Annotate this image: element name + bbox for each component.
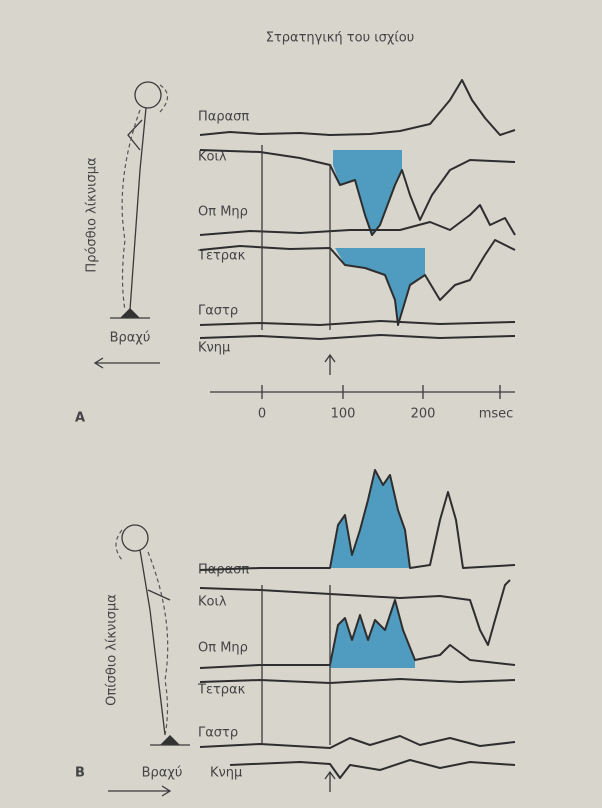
muscle-label: Γαστρ — [198, 304, 238, 319]
muscle-label: Κνημ — [198, 341, 230, 356]
figure: Στρατηγική του ισχίου Πρόσθιο λίκνισμα Β… — [0, 0, 602, 808]
direction: Βραχύ — [142, 766, 183, 781]
muscle-label: Οπ Μηρ — [198, 641, 248, 656]
muscle-label: Κοιλ — [198, 595, 227, 610]
muscle-label: Γαστρ — [198, 726, 238, 741]
panel-label: B — [75, 766, 85, 781]
tick-label: 100 — [331, 407, 356, 422]
side-label: Οπίσθιο λίκνισμα — [105, 594, 120, 706]
tick-label: 0 — [258, 407, 266, 422]
axis-unit: msec — [479, 407, 514, 422]
muscle-label: Οπ Μηρ — [198, 205, 248, 220]
muscle-label: Παρασπ — [198, 110, 249, 125]
tick-label: 200 — [411, 407, 436, 422]
muscle-label: Τετρακ — [197, 683, 246, 698]
panel-label: A — [75, 411, 85, 426]
direction: Βραχύ — [110, 331, 151, 346]
muscle-label: Τετρακ — [197, 249, 246, 264]
page — [0, 0, 602, 808]
muscle-label: Κνημ — [210, 766, 242, 781]
title: Στρατηγική του ισχίου — [266, 31, 415, 46]
side-label: Πρόσθιο λίκνισμα — [85, 157, 100, 272]
